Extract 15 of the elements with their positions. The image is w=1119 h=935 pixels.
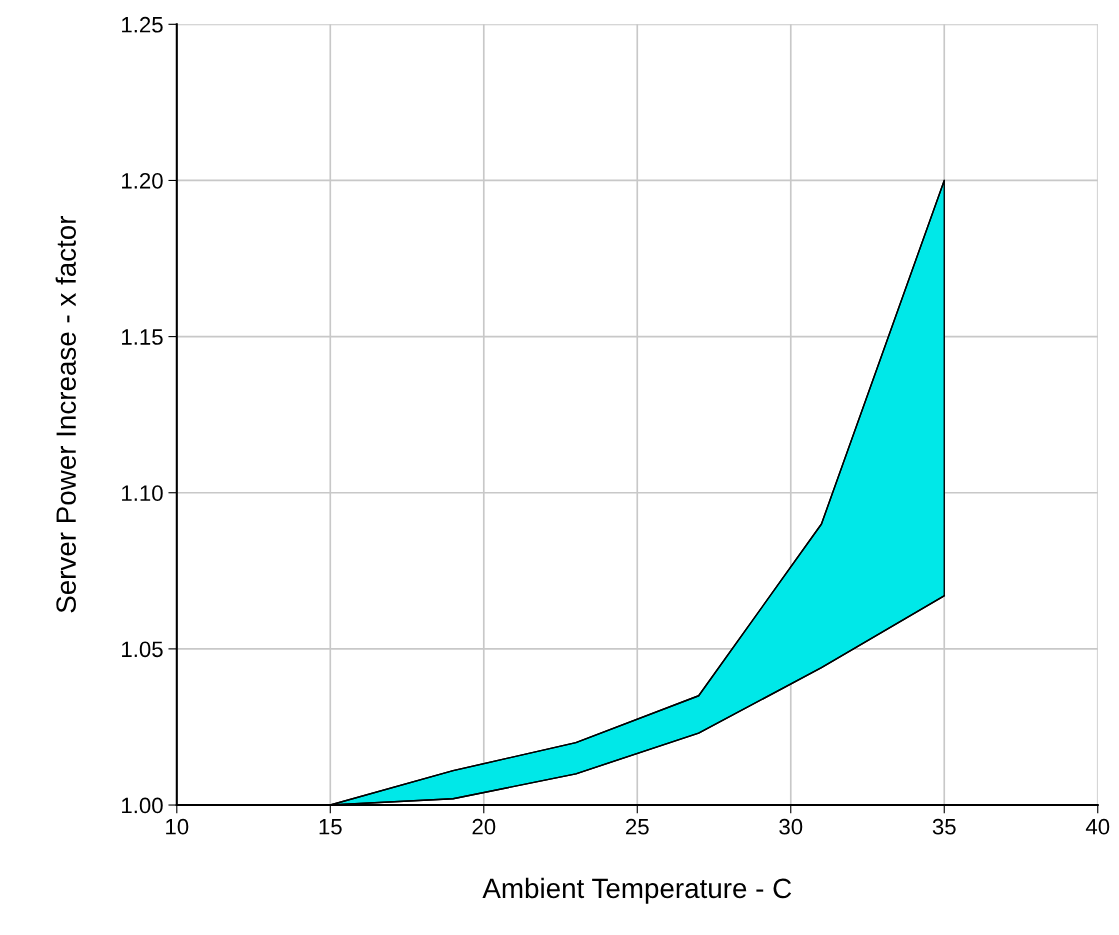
y-axis-title: Server Power Increase - x factor — [55, 215, 76, 613]
x-tick-label: 25 — [626, 818, 649, 835]
y-tick-label: 1.05 — [122, 641, 163, 658]
x-tick-label: 40 — [1085, 818, 1110, 835]
x-tick-label: 30 — [779, 818, 803, 835]
y-tick-label: 1.15 — [122, 329, 163, 345]
x-tick-label: 20 — [472, 818, 496, 835]
y-tick-label: 1.10 — [122, 485, 163, 502]
x-tick-label: 10 — [166, 818, 189, 835]
y-tick-label: 1.00 — [122, 797, 163, 814]
y-tick-label: 1.20 — [122, 172, 163, 189]
x-tick-label: 15 — [319, 819, 342, 835]
y-tick-label: 1.25 — [122, 16, 163, 33]
x-tick-label: 35 — [932, 818, 956, 835]
x-axis-title: Ambient Temperature - C — [482, 877, 792, 904]
